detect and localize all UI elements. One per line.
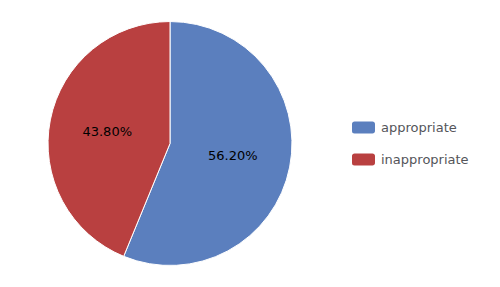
svg-text:inappropriate: inappropriate bbox=[381, 152, 469, 167]
svg-text:56.20%: 56.20% bbox=[208, 148, 258, 163]
svg-text:43.80%: 43.80% bbox=[82, 124, 132, 139]
svg-text:appropriate: appropriate bbox=[381, 120, 457, 135]
